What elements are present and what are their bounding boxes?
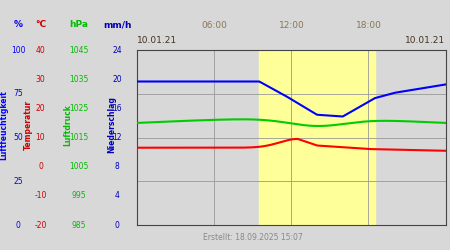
Text: -10: -10 xyxy=(34,191,47,200)
Text: 20: 20 xyxy=(112,75,122,84)
Text: 0: 0 xyxy=(16,220,20,230)
Text: 1045: 1045 xyxy=(69,46,89,54)
Text: 20: 20 xyxy=(36,104,45,113)
Text: 1015: 1015 xyxy=(69,133,88,142)
Text: °C: °C xyxy=(35,20,46,29)
Text: hPa: hPa xyxy=(69,20,88,29)
Text: 8: 8 xyxy=(115,162,119,171)
Text: 75: 75 xyxy=(13,89,23,98)
Text: 0: 0 xyxy=(115,220,119,230)
Text: 10.01.21: 10.01.21 xyxy=(137,36,177,45)
Text: 30: 30 xyxy=(36,75,45,84)
Text: 4: 4 xyxy=(115,191,119,200)
Text: 985: 985 xyxy=(72,220,86,230)
Text: 18:00: 18:00 xyxy=(356,21,382,30)
Text: Luftdruck: Luftdruck xyxy=(63,104,72,146)
Text: 1005: 1005 xyxy=(69,162,89,171)
Text: 12:00: 12:00 xyxy=(279,21,304,30)
Text: 100: 100 xyxy=(11,46,25,54)
Text: 40: 40 xyxy=(36,46,45,54)
Text: 12: 12 xyxy=(112,133,122,142)
Text: Temperatur: Temperatur xyxy=(24,100,33,150)
Text: 24: 24 xyxy=(112,46,122,54)
Text: %: % xyxy=(14,20,22,29)
Text: mm/h: mm/h xyxy=(103,20,131,29)
Text: -20: -20 xyxy=(34,220,47,230)
Text: 10.01.21: 10.01.21 xyxy=(405,36,446,45)
Text: 16: 16 xyxy=(112,104,122,113)
Text: 1025: 1025 xyxy=(69,104,88,113)
Bar xyxy=(259,50,375,225)
Text: 0: 0 xyxy=(38,162,43,171)
Text: Luftfeuchtigkeit: Luftfeuchtigkeit xyxy=(0,90,8,160)
Text: 06:00: 06:00 xyxy=(202,21,227,30)
Text: Erstellt: 18.09.2025 15:07: Erstellt: 18.09.2025 15:07 xyxy=(203,232,303,241)
Text: 1035: 1035 xyxy=(69,75,89,84)
Text: Niederschlag: Niederschlag xyxy=(107,96,116,154)
Text: 10: 10 xyxy=(36,133,45,142)
Text: 995: 995 xyxy=(72,191,86,200)
Text: 25: 25 xyxy=(13,177,23,186)
Text: 50: 50 xyxy=(13,133,23,142)
